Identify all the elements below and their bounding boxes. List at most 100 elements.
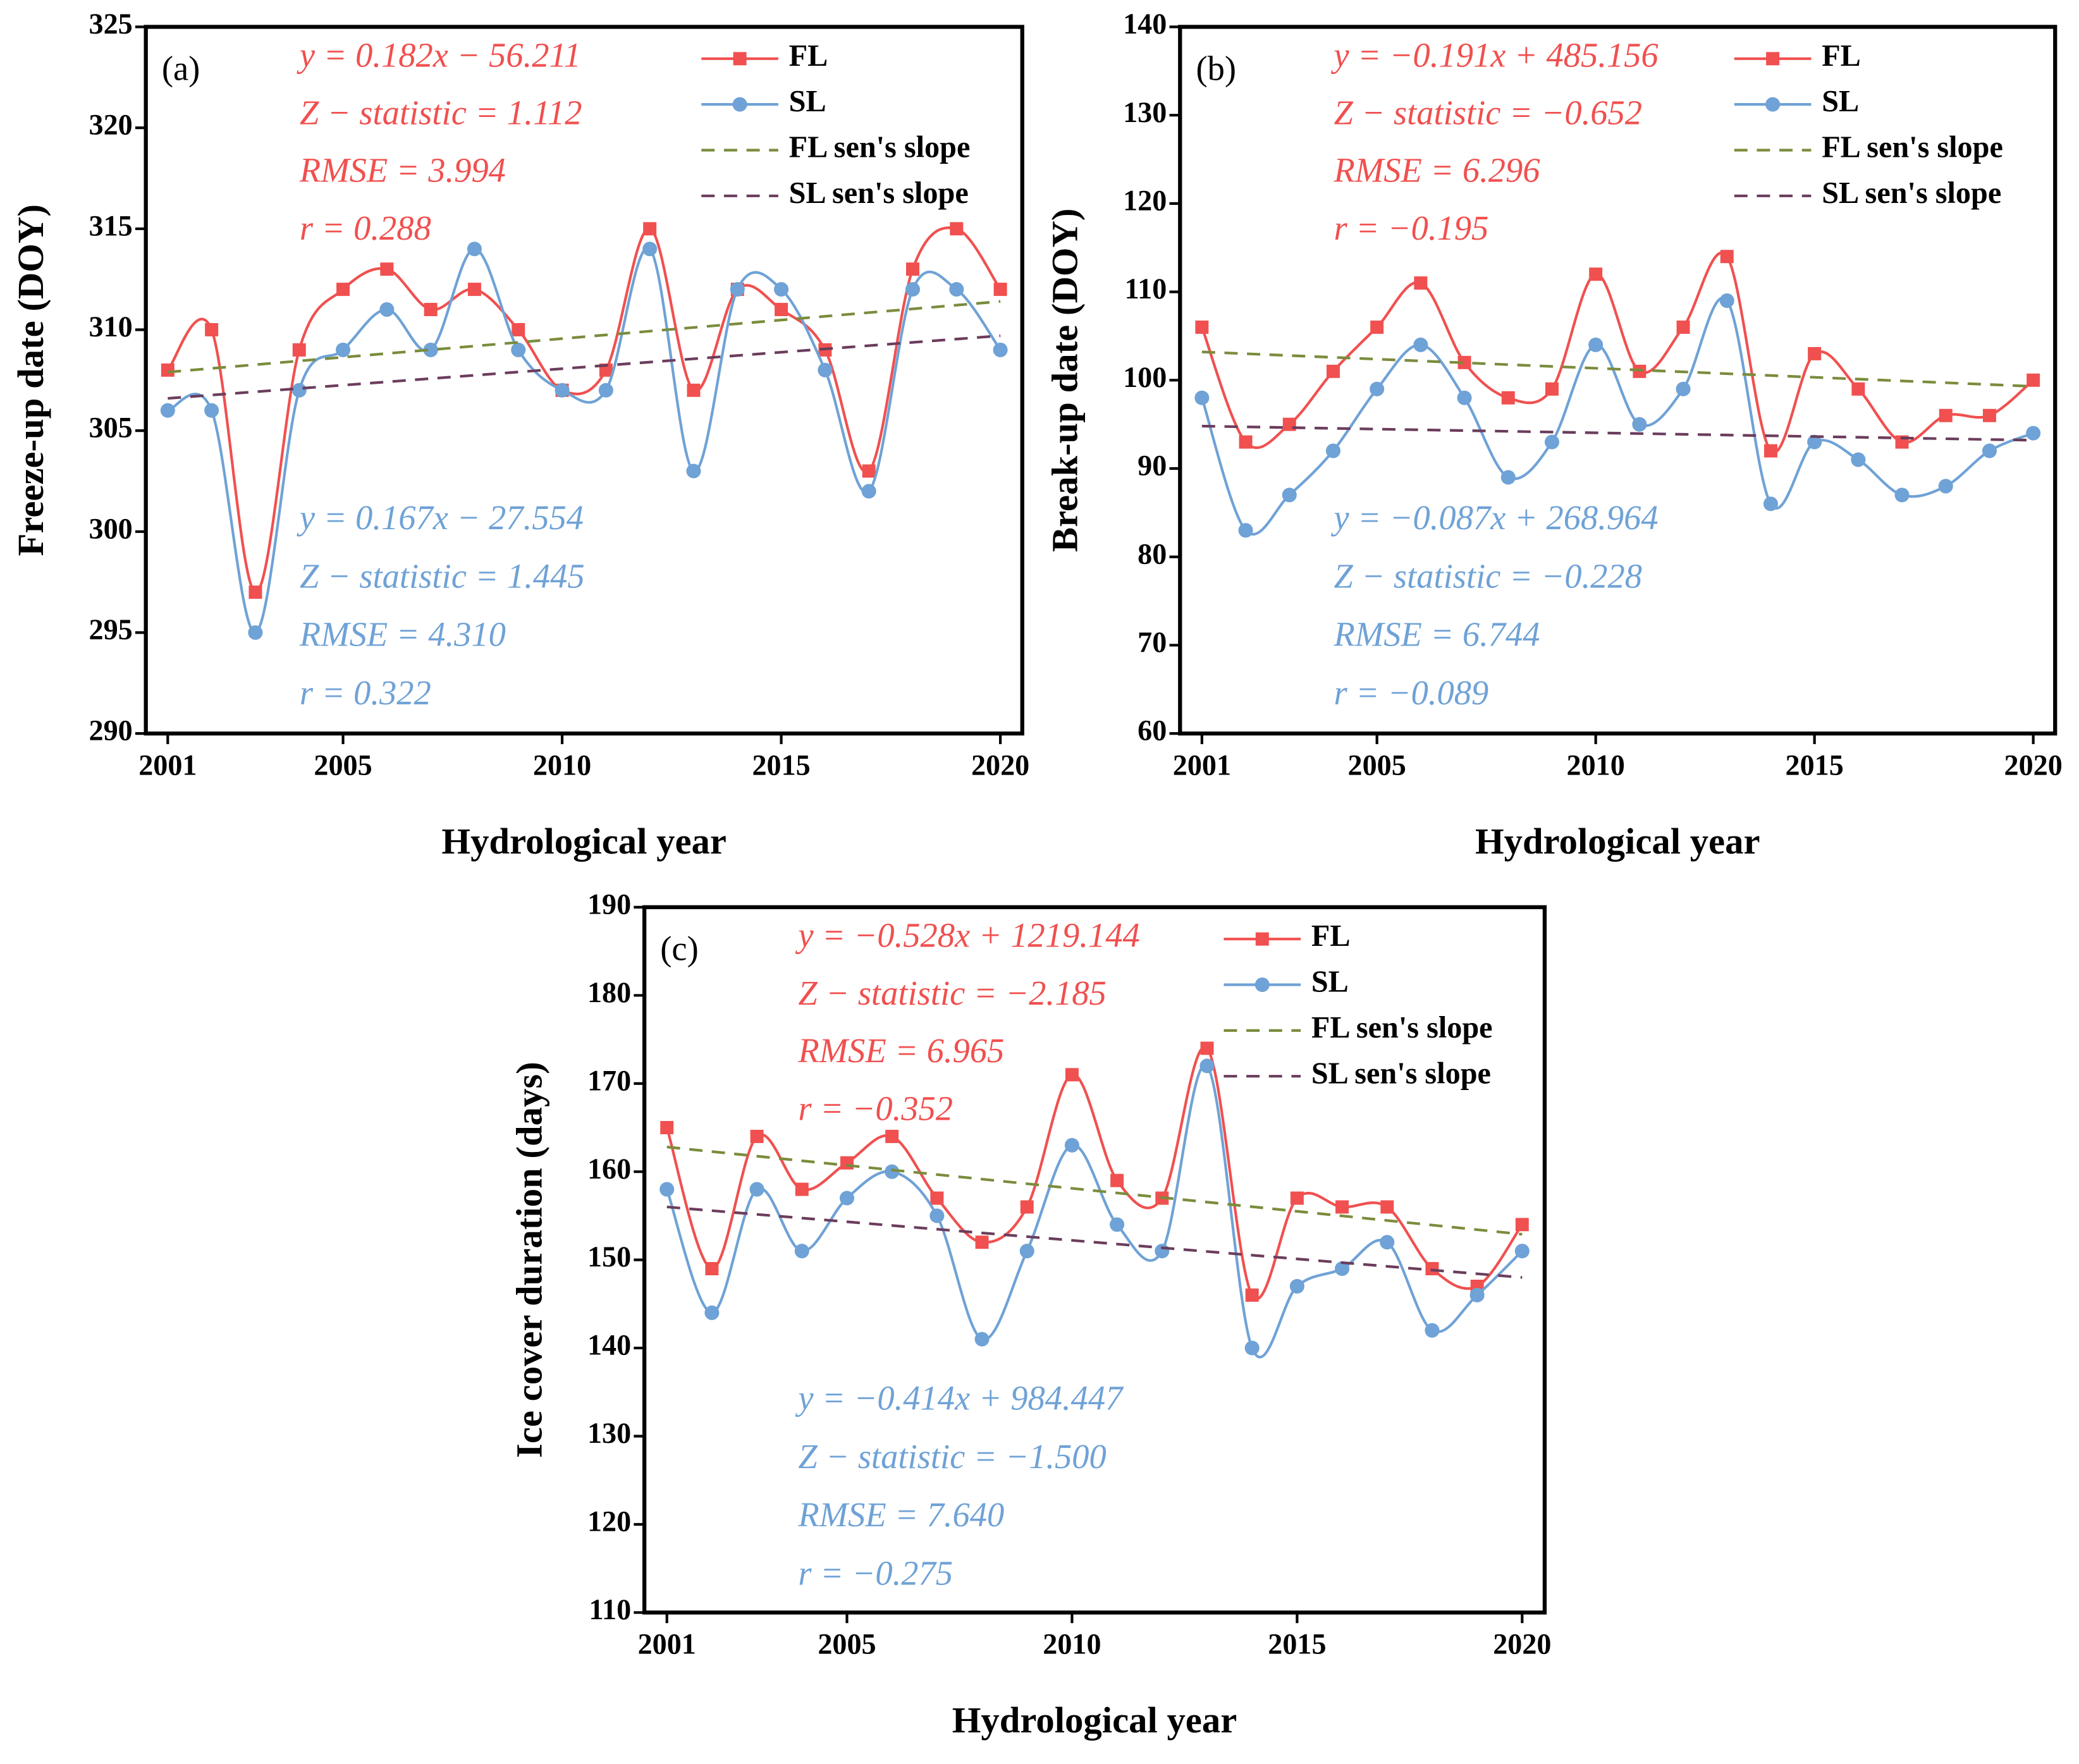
y-tick-label: 80 xyxy=(1138,537,1167,570)
point xyxy=(1544,434,1559,450)
x-tick-label: 2010 xyxy=(1567,749,1625,781)
point xyxy=(1239,435,1253,449)
x-tick-label: 2015 xyxy=(1268,1628,1326,1660)
point xyxy=(794,1244,809,1259)
y-tick-label: 315 xyxy=(89,209,133,242)
point xyxy=(774,282,789,297)
point xyxy=(975,1235,989,1249)
point xyxy=(1282,487,1297,503)
y-axis-label: Break-up date (DOY) xyxy=(1045,209,1086,553)
point xyxy=(379,302,395,317)
point xyxy=(705,1262,719,1276)
point xyxy=(1380,1235,1395,1250)
point xyxy=(1064,1137,1079,1153)
y-tick-label: 140 xyxy=(587,1329,631,1361)
x-axis-label: Hydrological year xyxy=(1475,821,1760,862)
legend-marker xyxy=(1254,977,1270,993)
point xyxy=(993,283,1007,297)
point xyxy=(686,463,701,479)
point xyxy=(1195,320,1209,334)
point xyxy=(1380,1200,1394,1214)
annotation: RMSE = 4.310 xyxy=(299,615,506,654)
annotation: Z − statistic = −1.500 xyxy=(798,1437,1106,1476)
y-tick-label: 120 xyxy=(587,1505,631,1538)
x-tick-label: 2020 xyxy=(971,749,1029,781)
point xyxy=(885,1129,899,1143)
legend-label: FL sen's slope xyxy=(1311,1011,1493,1044)
point xyxy=(750,1129,764,1143)
point xyxy=(291,383,307,398)
x-tick-label: 2010 xyxy=(533,749,591,781)
point xyxy=(1808,346,1822,360)
point xyxy=(160,403,175,418)
y-tick-label: 300 xyxy=(89,512,133,544)
plot-frame xyxy=(1178,25,2058,736)
y-tick-label: 150 xyxy=(587,1240,631,1273)
point xyxy=(730,282,745,297)
y-tick-label: 110 xyxy=(589,1593,631,1626)
trend-line xyxy=(168,300,1001,374)
x-axis-label: Hydrological year xyxy=(441,821,727,862)
legend-label: SL xyxy=(1822,85,1859,118)
point xyxy=(161,363,175,377)
point xyxy=(749,1182,764,1197)
legend-label: FL xyxy=(1311,919,1351,953)
point xyxy=(929,1208,945,1223)
point xyxy=(1155,1244,1170,1259)
annotation: y = 0.167x − 27.554 xyxy=(297,498,584,537)
point xyxy=(1982,443,1997,458)
point xyxy=(467,242,482,257)
x-tick-label: 2020 xyxy=(1493,1628,1551,1660)
point xyxy=(335,342,351,357)
point xyxy=(598,383,613,398)
y-tick-label: 130 xyxy=(587,1417,631,1449)
point xyxy=(643,222,657,236)
point xyxy=(1289,1278,1304,1294)
point xyxy=(1763,496,1778,511)
y-tick-label: 60 xyxy=(1138,714,1167,747)
annotation: y = −0.087x + 268.964 xyxy=(1331,498,1659,537)
point xyxy=(1370,320,1384,334)
x-tick-label: 2005 xyxy=(314,749,372,781)
x-tick-label: 2015 xyxy=(752,749,810,781)
point xyxy=(949,282,964,297)
x-tick-label: 2001 xyxy=(638,1628,696,1660)
point xyxy=(1500,470,1516,485)
point xyxy=(1982,408,1996,422)
legend-label: SL sen's slope xyxy=(1822,176,2001,210)
point xyxy=(1019,1244,1034,1259)
annotation: y = −0.528x + 1219.144 xyxy=(795,916,1139,955)
point xyxy=(423,342,438,357)
annotation: Z − statistic = 1.445 xyxy=(300,556,585,595)
point xyxy=(1589,267,1603,281)
panel-label: (b) xyxy=(1196,49,1236,87)
point xyxy=(1851,452,1866,467)
y-tick-label: 180 xyxy=(587,976,631,1008)
point xyxy=(687,383,701,397)
y-tick-label: 305 xyxy=(89,412,133,444)
series-line xyxy=(665,1045,1524,1301)
point xyxy=(1425,1262,1439,1276)
point xyxy=(1851,382,1865,396)
point xyxy=(511,342,526,357)
y-tick-label: 320 xyxy=(89,109,133,141)
point xyxy=(1457,390,1472,405)
point xyxy=(885,1164,900,1179)
annotation: r = −0.352 xyxy=(798,1089,953,1127)
y-tick-label: 190 xyxy=(587,888,631,920)
panel: 290 295 300 305 310 315 320 325 2001 2005 2010 2015… xyxy=(10,8,1029,862)
x-tick-label: 2001 xyxy=(1173,749,1231,781)
point xyxy=(818,362,833,377)
annotation: Z − statistic = −2.185 xyxy=(798,974,1106,1012)
point xyxy=(1763,444,1777,458)
point xyxy=(1335,1261,1350,1277)
point xyxy=(1719,293,1734,309)
y-tick-label: 130 xyxy=(1123,96,1167,128)
point xyxy=(2027,373,2040,387)
point xyxy=(248,625,263,640)
point xyxy=(248,585,262,599)
point xyxy=(1545,382,1559,396)
y-tick-label: 290 xyxy=(89,714,133,747)
annotation: y = −0.191x + 485.156 xyxy=(1331,35,1659,74)
trend-line xyxy=(1201,350,2033,388)
